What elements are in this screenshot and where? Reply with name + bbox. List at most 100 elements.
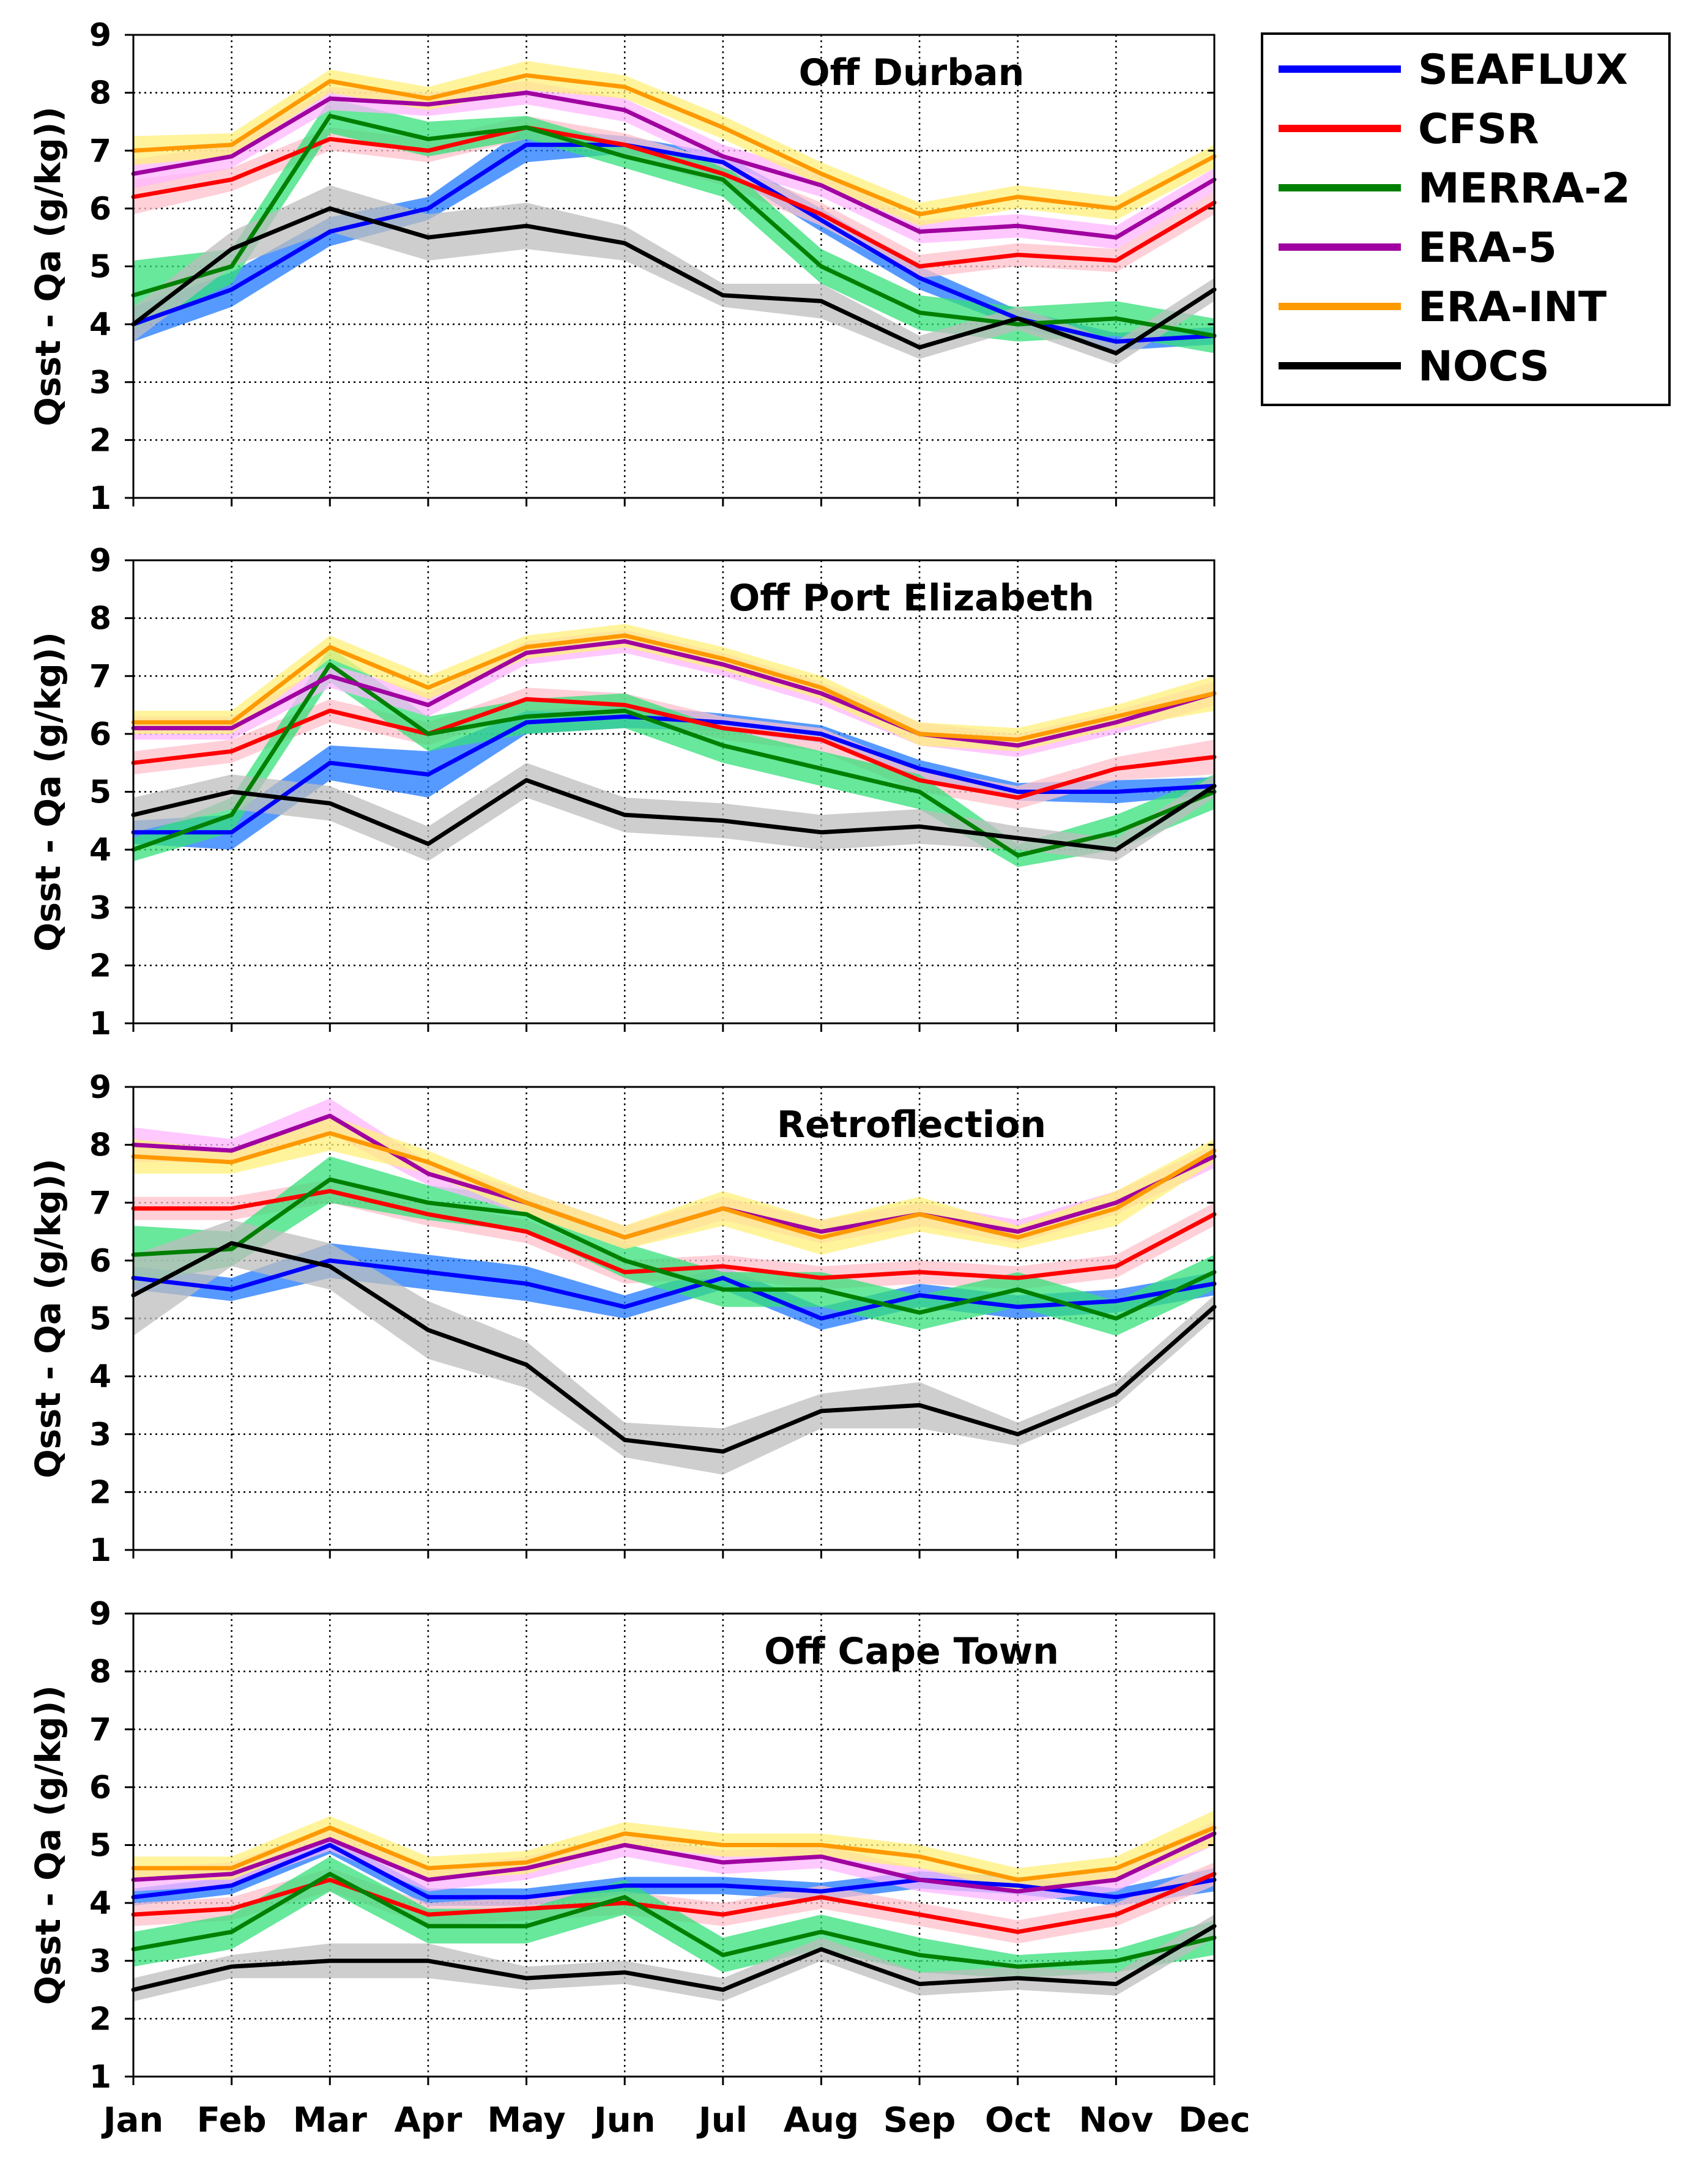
line-nocs xyxy=(131,1241,1217,1454)
y-tick-label: 6 xyxy=(89,1770,111,1806)
line-cfsr xyxy=(131,125,1217,269)
y-tick-label: 8 xyxy=(89,601,111,637)
y-tick-label: 9 xyxy=(89,17,111,54)
panels: 1 2 3 4 5 6 7 8 9 Off Durban Qsst - Qa (g/kg)) 1 2 3 4… xyxy=(29,17,1250,2140)
band-era-int xyxy=(133,1810,1214,1892)
y-tick-label: 7 xyxy=(89,1185,111,1221)
line-merra-2 xyxy=(131,662,1217,858)
y-tick-label: 8 xyxy=(89,1127,111,1164)
legend-item-era-5: ERA-5 xyxy=(1279,224,1557,272)
legend-item-cfsr: CFSR xyxy=(1279,105,1539,154)
x-tick-label-feb: Feb xyxy=(197,2100,267,2140)
panel-title: Off Port Elizabeth xyxy=(729,577,1094,620)
line-nocs xyxy=(131,778,1217,852)
line-era-5 xyxy=(131,91,1217,240)
panel-retroflection: 1 2 3 4 5 6 7 8 9 Retroflection Qsst - Qa (g/kg)) xyxy=(29,1069,1217,1569)
y-tick-label: 1 xyxy=(89,1006,111,1042)
panel-title: Off Durban xyxy=(799,51,1025,94)
y-tick-label: 2 xyxy=(89,1474,111,1511)
y-axis-label: Qsst - Qa (g/kg)) xyxy=(29,1158,69,1478)
x-tick-label-jan: Jan xyxy=(101,2100,164,2140)
line-era-5 xyxy=(131,1831,1217,1894)
x-tick-label-nov: Nov xyxy=(1079,2100,1153,2140)
line-seaflux xyxy=(131,1258,1217,1321)
band-merra-2 xyxy=(133,1856,1214,1979)
y-tick-label: 7 xyxy=(89,133,111,169)
x-tick-label-aug: Aug xyxy=(784,2100,859,2140)
panel-off-cape-town: 1 2 3 4 5 6 7 8 9 Jan Feb Mar Apr May Jun Jul Aug Sep Oct N… xyxy=(29,1596,1250,2140)
x-tick-label-dec: Dec xyxy=(1178,2100,1250,2140)
legend-label-cfsr: CFSR xyxy=(1418,105,1539,154)
legend-box xyxy=(1261,32,1671,406)
panel-title: Retroflection xyxy=(777,1103,1046,1146)
legend-item-nocs: NOCS xyxy=(1279,343,1550,391)
line-merra-2 xyxy=(131,1872,1217,1969)
panel-off-durban: 1 2 3 4 5 6 7 8 9 Off Durban Qsst - Qa (g/kg)) xyxy=(29,17,1217,517)
y-tick-label: 5 xyxy=(89,1828,111,1864)
line-nocs xyxy=(131,206,1217,355)
legend-label-merra-2: MERRA-2 xyxy=(1418,165,1630,213)
x-tick-label-sep: Sep xyxy=(883,2100,956,2140)
band-seaflux xyxy=(133,127,1214,350)
y-tick-label: 3 xyxy=(89,1943,111,1980)
line-cfsr xyxy=(131,1188,1217,1280)
band-era-5 xyxy=(133,81,1214,250)
y-tick-label: 1 xyxy=(89,2059,111,2096)
y-axis-label: Qsst - Qa (g/kg)) xyxy=(29,632,69,952)
y-tick-label: 4 xyxy=(89,306,111,343)
y-tick-label: 5 xyxy=(89,1301,111,1338)
line-nocs xyxy=(131,1924,1217,1992)
legend-item-merra-2: MERRA-2 xyxy=(1279,165,1630,213)
y-tick-label: 1 xyxy=(89,480,111,517)
y-axis-label: Qsst - Qa (g/kg)) xyxy=(29,1685,69,2005)
y-tick-label: 7 xyxy=(89,1711,111,1748)
line-cfsr xyxy=(131,697,1217,800)
y-tick-label: 6 xyxy=(89,1243,111,1280)
panel-title: Off Cape Town xyxy=(764,1630,1059,1673)
y-tick-label: 2 xyxy=(89,2001,111,2037)
x-tick-label-may: May xyxy=(487,2100,565,2140)
legend-label-seaflux: SEAFLUX xyxy=(1418,46,1628,94)
band-cfsr xyxy=(133,116,1214,278)
y-tick-label: 4 xyxy=(89,1358,111,1395)
band-nocs xyxy=(133,1914,1214,2001)
y-tick-label: 7 xyxy=(89,658,111,695)
legend-label-era-5: ERA-5 xyxy=(1418,224,1557,272)
legend-label-era-int: ERA-INT xyxy=(1418,283,1607,332)
y-tick-label: 9 xyxy=(89,1596,111,1633)
x-tick-label-jul: Jul xyxy=(696,2100,748,2140)
band-era-int xyxy=(133,624,1214,752)
y-tick-label: 3 xyxy=(89,890,111,927)
y-tick-label: 3 xyxy=(89,1417,111,1453)
y-tick-label: 2 xyxy=(89,422,111,459)
y-tick-label: 4 xyxy=(89,832,111,869)
band-nocs xyxy=(133,763,1214,861)
y-tick-label: 2 xyxy=(89,947,111,984)
y-tick-label: 6 xyxy=(89,191,111,228)
y-tick-label: 3 xyxy=(89,365,111,401)
band-seaflux xyxy=(133,705,1214,850)
band-merra-2 xyxy=(133,1156,1214,1336)
line-era-int xyxy=(131,633,1217,742)
x-tick-label-mar: Mar xyxy=(293,2100,368,2140)
legend: SEAFLUX CFSR MERRA-2 ERA-5 ERA-INT NOCS xyxy=(1261,32,1671,406)
line-era-int xyxy=(131,1131,1217,1240)
y-tick-label: 8 xyxy=(89,1654,111,1691)
x-tick-label-oct: Oct xyxy=(985,2100,1051,2140)
y-tick-label: 5 xyxy=(89,249,111,286)
y-tick-label: 1 xyxy=(89,1532,111,1569)
y-tick-label: 9 xyxy=(89,1069,111,1106)
y-tick-label: 8 xyxy=(89,75,111,112)
y-axis-label: Qsst - Qa (g/kg)) xyxy=(29,106,69,426)
x-tick-label-apr: Apr xyxy=(394,2100,462,2140)
panel-off-port-elizabeth: 1 2 3 4 5 6 7 8 9 Off Port Elizabeth Qsst - Qa (g/… xyxy=(29,543,1217,1042)
legend-label-nocs: NOCS xyxy=(1418,343,1550,391)
line-era-int xyxy=(131,1825,1217,1882)
band-merra-2 xyxy=(133,98,1214,354)
y-tick-label: 4 xyxy=(89,1885,111,1922)
legend-item-era-int: ERA-INT xyxy=(1279,283,1607,332)
line-merra-2 xyxy=(131,1177,1217,1321)
legend-item-seaflux: SEAFLUX xyxy=(1279,46,1628,94)
y-tick-label: 5 xyxy=(89,774,111,811)
